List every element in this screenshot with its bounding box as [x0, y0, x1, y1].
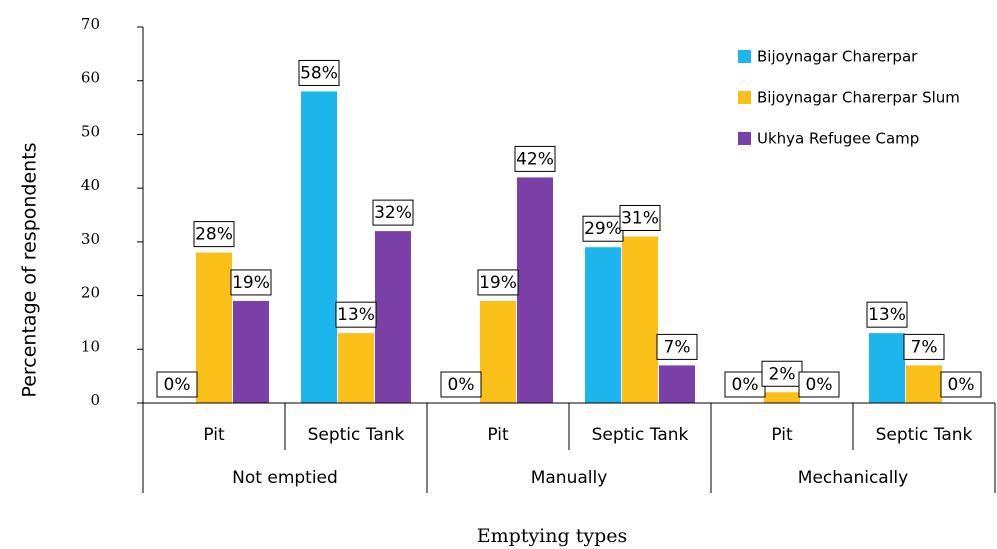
label-box: [298, 59, 340, 86]
y-tick-label: 20: [81, 284, 100, 302]
label-box: [619, 204, 661, 231]
label-box: [230, 269, 272, 296]
x-tick-label: Pit: [203, 425, 225, 445]
legend-swatch: [738, 132, 751, 145]
data-label: 28%: [195, 225, 233, 245]
data-label: 0%: [806, 375, 833, 395]
label-box: [798, 371, 840, 398]
label-box: [193, 221, 235, 248]
x-tick-label: Septic Tank: [876, 425, 973, 445]
data-label: 7%: [911, 337, 938, 357]
legend-swatch: [738, 50, 751, 63]
x-tick-label: Septic Tank: [592, 425, 689, 445]
y-tick-label: 50: [81, 122, 100, 140]
group-label: Manually: [531, 468, 608, 488]
label-box: [940, 371, 982, 398]
group-label: Mechanically: [798, 468, 908, 488]
data-label: 19%: [232, 273, 270, 293]
label-box: [903, 333, 945, 360]
bar: [338, 333, 374, 403]
data-label: 0%: [448, 375, 475, 395]
y-axis-label: Percentage of respondents: [19, 142, 41, 397]
bar: [196, 252, 232, 403]
legend-swatch: [738, 91, 751, 104]
y-tick-label: 0: [90, 391, 100, 409]
x-tick-label: Pit: [487, 425, 509, 445]
y-tick-label: 10: [81, 337, 100, 355]
bar: [517, 177, 553, 403]
y-tick-label: 60: [81, 69, 100, 87]
data-label: 58%: [300, 63, 338, 83]
bar: [659, 365, 695, 403]
bar: [233, 300, 269, 403]
x-tick-label: Septic Tank: [308, 425, 405, 445]
data-label: 13%: [868, 305, 906, 325]
bar: [764, 392, 800, 403]
bar: [301, 91, 337, 403]
data-label: 7%: [664, 337, 691, 357]
label-box: [440, 371, 482, 398]
y-tick-label: 70: [81, 15, 100, 33]
label-box: [477, 269, 519, 296]
group-label: Not emptied: [232, 468, 338, 488]
label-box: [372, 199, 414, 226]
legend-label: Ukhya Refugee Camp: [757, 130, 919, 148]
label-box: [335, 301, 377, 328]
data-label: 2%: [769, 364, 796, 384]
y-tick-label: 40: [81, 176, 100, 194]
data-label: 42%: [516, 149, 554, 169]
bar: [480, 300, 516, 403]
bar: [375, 231, 411, 403]
bar: [869, 333, 905, 403]
label-box: [514, 145, 556, 172]
data-label: 19%: [479, 273, 517, 293]
bar: [585, 247, 621, 403]
bar: [906, 365, 942, 403]
y-tick-label: 30: [81, 230, 100, 248]
x-axis-label: Emptying types: [477, 525, 627, 547]
bar: [622, 236, 658, 403]
label-box: [656, 333, 698, 360]
label-box: [724, 371, 766, 398]
legend-label: Bijoynagar Charerpar Slum: [757, 89, 960, 107]
data-label: 29%: [584, 219, 622, 239]
label-box: [156, 371, 198, 398]
data-label: 13%: [337, 305, 375, 325]
x-tick-label: Pit: [771, 425, 793, 445]
label-box: [866, 301, 908, 328]
data-label: 0%: [164, 375, 191, 395]
legend-label: Bijoynagar Charerpar: [757, 48, 918, 66]
data-label: 0%: [732, 375, 759, 395]
data-label: 32%: [374, 203, 412, 223]
data-label: 31%: [621, 208, 659, 228]
data-label: 0%: [948, 375, 975, 395]
label-box: [582, 215, 624, 242]
